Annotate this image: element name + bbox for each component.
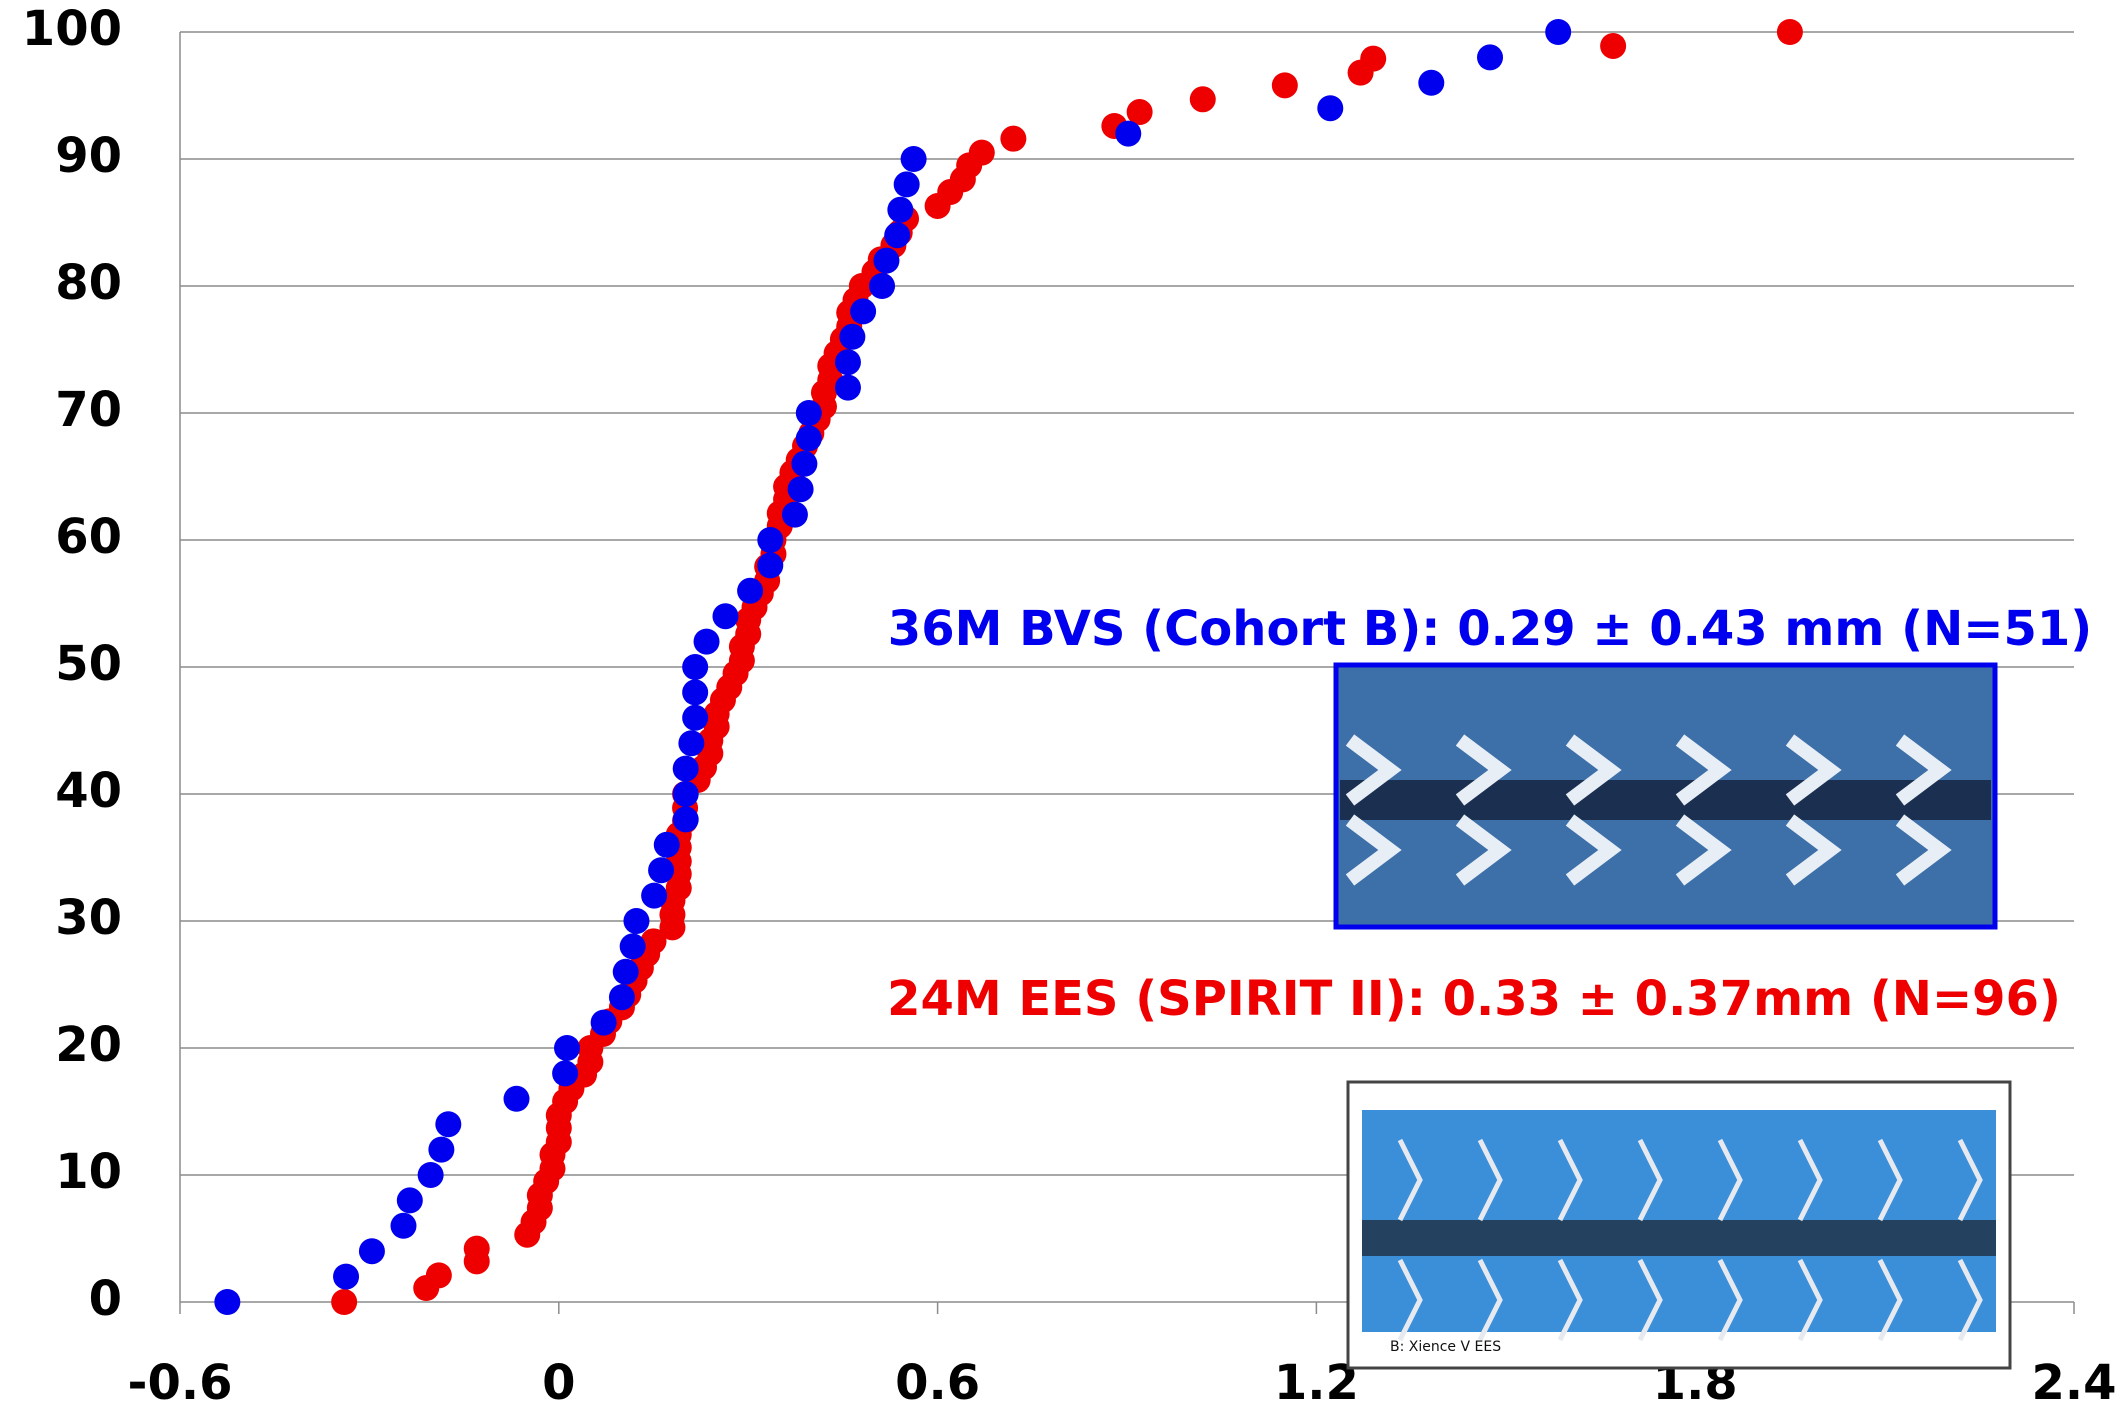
x-tick-label: 0 bbox=[542, 1355, 575, 1411]
x-tick-label: 2.4 bbox=[2031, 1355, 2116, 1411]
point bbox=[850, 298, 877, 325]
point bbox=[672, 781, 699, 807]
point bbox=[887, 196, 914, 223]
point bbox=[428, 1136, 455, 1163]
x-tick-label: 1.2 bbox=[1274, 1355, 1359, 1411]
point bbox=[869, 273, 896, 299]
image-caption: B: Xience V EES bbox=[1390, 1339, 1501, 1355]
y-tick-label: 90 bbox=[55, 128, 122, 184]
inset-image-struts bbox=[1345, 734, 1952, 886]
point bbox=[795, 425, 822, 452]
annotation: 36M BVS (Cohort B): 0.29 ± 0.43 mm (N=51… bbox=[888, 601, 2092, 657]
point bbox=[1271, 72, 1298, 99]
point bbox=[463, 1235, 490, 1262]
point bbox=[893, 171, 920, 198]
point bbox=[1126, 99, 1153, 126]
y-tick-label: 80 bbox=[55, 255, 122, 311]
point bbox=[396, 1187, 423, 1214]
y-tick-label: 0 bbox=[89, 1271, 122, 1327]
point bbox=[503, 1085, 530, 1112]
point bbox=[693, 628, 720, 655]
point bbox=[552, 1060, 579, 1087]
y-tick-label: 40 bbox=[55, 763, 122, 819]
point bbox=[834, 349, 861, 376]
point bbox=[590, 1009, 617, 1036]
point bbox=[1000, 125, 1027, 152]
y-tick-label: 50 bbox=[55, 636, 122, 692]
grid bbox=[180, 31, 2074, 1303]
point bbox=[417, 1162, 444, 1188]
point bbox=[873, 247, 900, 274]
point bbox=[1776, 19, 1803, 45]
point bbox=[672, 806, 699, 833]
point bbox=[331, 1289, 358, 1315]
points bbox=[214, 19, 1803, 1315]
point bbox=[682, 704, 709, 731]
point bbox=[900, 146, 927, 172]
point bbox=[834, 374, 861, 401]
point bbox=[757, 527, 784, 553]
point bbox=[1545, 19, 1572, 45]
point bbox=[358, 1238, 385, 1265]
y-tick-label: 20 bbox=[55, 1017, 122, 1073]
point bbox=[623, 908, 650, 934]
point bbox=[1115, 120, 1142, 147]
point bbox=[214, 1289, 241, 1315]
point bbox=[608, 984, 635, 1011]
x-tick-label: -0.6 bbox=[128, 1355, 233, 1411]
point bbox=[612, 958, 639, 985]
x-tick-label: 0.6 bbox=[895, 1355, 980, 1411]
point bbox=[648, 857, 675, 884]
point bbox=[787, 476, 814, 503]
point bbox=[968, 139, 995, 166]
point bbox=[682, 654, 709, 680]
y-tick-label: 100 bbox=[22, 1, 122, 57]
point bbox=[619, 933, 646, 960]
point bbox=[640, 928, 667, 955]
point bbox=[1600, 32, 1627, 59]
inset-image-struts bbox=[1397, 1138, 1983, 1342]
point bbox=[333, 1263, 360, 1290]
inset-image-shaft bbox=[1362, 1220, 1996, 1256]
y-tick-label: 30 bbox=[55, 890, 122, 946]
point bbox=[653, 831, 680, 858]
point bbox=[1317, 95, 1344, 122]
point bbox=[791, 450, 818, 477]
point bbox=[435, 1111, 462, 1138]
inset-image-shaft bbox=[1340, 780, 1991, 820]
point bbox=[795, 400, 822, 426]
y-tick-label: 60 bbox=[55, 509, 122, 565]
point bbox=[712, 603, 739, 630]
insets: B: Xience V EES bbox=[1333, 662, 2012, 1370]
point bbox=[839, 323, 866, 350]
point bbox=[554, 1035, 581, 1061]
point bbox=[390, 1212, 417, 1239]
point bbox=[425, 1262, 452, 1289]
point bbox=[1477, 44, 1504, 71]
point bbox=[781, 501, 808, 528]
point bbox=[1418, 69, 1445, 96]
point bbox=[641, 882, 668, 909]
point bbox=[737, 577, 764, 604]
point bbox=[757, 552, 784, 579]
point bbox=[884, 222, 911, 249]
point bbox=[682, 679, 709, 706]
point bbox=[1360, 45, 1387, 72]
y-tick-label: 70 bbox=[55, 382, 122, 438]
point bbox=[1189, 86, 1216, 113]
point bbox=[678, 730, 705, 757]
y-tick-label: 10 bbox=[55, 1144, 122, 1200]
point bbox=[672, 755, 699, 782]
annotation: 24M EES (SPIRIT II): 0.33 ± 0.37mm (N=96… bbox=[887, 971, 2061, 1027]
